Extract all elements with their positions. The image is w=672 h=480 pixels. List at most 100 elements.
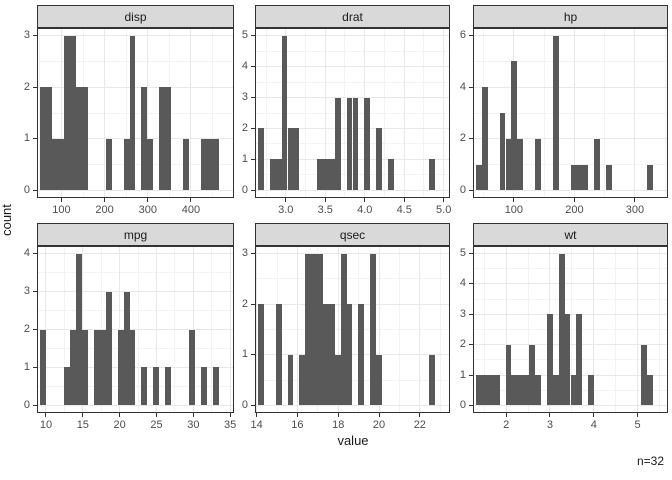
- histogram-bar: [317, 159, 323, 191]
- histogram-bar: [588, 375, 595, 406]
- y-gridline-minor: [255, 81, 450, 83]
- y-tick-label: 2: [23, 80, 30, 93]
- x-gridline-major: [378, 246, 380, 413]
- facet-hp: hp 0 2 4 6 100 200 300: [460, 5, 668, 224]
- y-tick-mark: [251, 189, 255, 191]
- facet-strip-label: wt: [564, 227, 577, 242]
- y-tick-mark: [469, 253, 473, 255]
- y-tick-label: 0: [459, 398, 466, 411]
- histogram-bar: [364, 97, 371, 191]
- y-gridline-minor: [37, 347, 234, 349]
- x-tick-mark: [513, 198, 515, 202]
- x-gridline-major: [593, 246, 595, 413]
- y-gridline-major: [255, 253, 450, 255]
- histogram-bar: [505, 344, 512, 406]
- histogram-bar: [269, 159, 276, 191]
- x-tick-label: 30: [187, 419, 200, 431]
- x-tick-mark: [637, 413, 639, 417]
- histogram-bar: [39, 87, 46, 191]
- x-tick-label: 100: [504, 204, 524, 216]
- histogram-bar: [552, 35, 559, 191]
- facet-qsec: qsec 0 1 2 3 14 16 18 20 22: [242, 223, 450, 439]
- y-gridline-major: [473, 253, 668, 255]
- histogram-bar: [105, 138, 112, 191]
- y-tick-label: 4: [459, 80, 466, 93]
- y-tick-mark: [251, 35, 255, 37]
- x-tick-mark: [549, 413, 551, 417]
- x-gridline-major: [403, 28, 405, 198]
- histogram-bar: [481, 87, 488, 191]
- x-gridline-major: [60, 28, 62, 198]
- x-tick-label: 3.5: [317, 204, 333, 216]
- y-tick-label: 1: [241, 152, 248, 165]
- histogram-bar: [387, 159, 394, 191]
- histogram-bar: [165, 87, 172, 191]
- y-gridline-major: [37, 35, 234, 37]
- facet-panel: [473, 246, 668, 413]
- histogram-bar: [552, 375, 559, 406]
- x-gridline-major: [104, 28, 106, 198]
- facet-panel: [37, 246, 234, 413]
- histogram-bar: [123, 138, 130, 191]
- x-tick-mark: [229, 413, 231, 417]
- x-tick-label: 4.5: [396, 204, 412, 216]
- y-gridline-major: [473, 189, 668, 191]
- x-tick-label: 18: [332, 419, 345, 431]
- y-tick-label: 2: [241, 121, 248, 134]
- x-tick-label: 25: [150, 419, 163, 431]
- x-tick-label: 100: [52, 204, 71, 216]
- histogram-bar: [647, 164, 654, 191]
- histogram-bar: [287, 128, 294, 191]
- histogram-bar: [311, 253, 318, 406]
- histogram-bar: [352, 97, 359, 191]
- x-tick-mark: [443, 198, 445, 202]
- histogram-bar: [370, 253, 377, 406]
- y-tick-mark: [251, 354, 255, 356]
- histogram-bar: [257, 128, 264, 191]
- histogram-bar: [93, 329, 100, 406]
- y-gridline-major: [255, 404, 450, 406]
- histogram-bar: [57, 138, 64, 191]
- histogram-bar: [499, 113, 506, 191]
- y-gridline-major: [473, 86, 668, 88]
- facet-strip: wt: [473, 223, 668, 246]
- y-tick-mark: [33, 329, 37, 330]
- x-gridline-major: [505, 246, 507, 413]
- facet-panel: [255, 246, 450, 413]
- y-gridline-minor: [255, 278, 450, 280]
- y-tick-mark: [33, 366, 37, 368]
- histogram-bar: [63, 367, 70, 406]
- histogram-bar: [183, 138, 190, 191]
- histogram-bar: [81, 87, 88, 191]
- y-tick-mark: [33, 253, 37, 255]
- facet-strip-label: mpg: [123, 227, 148, 242]
- histogram-bar: [281, 35, 288, 191]
- facet-strip-label: drat: [342, 9, 363, 24]
- facet-drat: drat 0 1 2 3 4 5 3.0 3.5 4.0 4.5 5.0: [242, 5, 451, 224]
- histogram-bar: [317, 253, 323, 406]
- x-tick-mark: [60, 198, 62, 202]
- x-tick-label: 4.0: [357, 204, 373, 216]
- y-tick-label: 3: [459, 307, 466, 320]
- x-tick-mark: [82, 413, 84, 417]
- y-gridline-major: [473, 35, 668, 37]
- y-tick-mark: [251, 97, 255, 99]
- y-tick-label: 0: [459, 183, 466, 196]
- histogram-bar: [481, 375, 488, 406]
- histogram-bar: [517, 138, 524, 191]
- histogram-bar: [63, 35, 70, 191]
- x-tick-mark: [634, 198, 636, 202]
- facet-strip-label: hp: [563, 9, 578, 24]
- x-tick-label: 200: [565, 204, 584, 216]
- y-tick-label: 4: [241, 60, 248, 73]
- histogram-bar: [45, 87, 52, 191]
- x-tick-mark: [403, 198, 405, 202]
- y-tick-label: 4: [459, 277, 466, 290]
- histogram-bar: [576, 314, 583, 406]
- histogram-bar: [328, 159, 335, 191]
- histogram-bar: [123, 291, 130, 406]
- histogram-bar: [641, 344, 648, 406]
- x-gridline-major: [324, 28, 326, 198]
- y-gridline-minor: [37, 112, 234, 114]
